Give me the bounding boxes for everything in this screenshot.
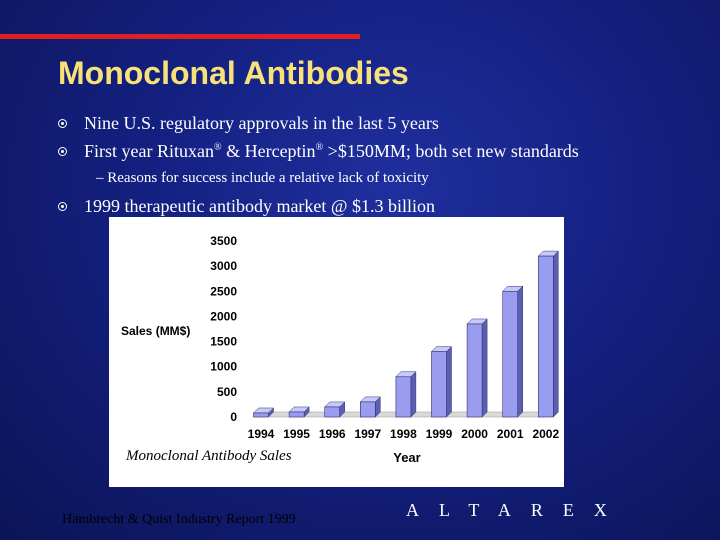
x-tick-label: 1995 [283,427,310,441]
sub-bullet-text: – Reasons for success include a relative… [96,170,429,186]
bar-side [517,285,523,418]
y-tick-label: 1000 [210,360,237,374]
x-tick-label: 1999 [426,427,453,441]
y-tick-label: 1500 [210,335,237,349]
x-tick-label: 1994 [248,427,275,441]
y-tick-label: 0 [230,410,237,424]
bar [466,323,483,418]
y-tick-label: 3000 [210,259,237,273]
bullet-icon [58,119,67,128]
bar [324,406,340,418]
bar [288,411,305,418]
bullet-text: Nine U.S. regulatory approvals in the la… [84,113,439,133]
accent-bar [0,34,360,39]
x-tick-label: 2002 [532,427,559,441]
y-tick-label: 2500 [210,284,237,298]
chart-panel: 0 500 1000 1500 2000 2500 3000 3500 Sales (MM$) 1… [109,217,564,487]
sales-bar-chart: 0 500 1000 1500 2000 2500 3000 3500 Sales (MM$) 1… [121,234,559,465]
x-axis-label: Year [393,450,420,465]
bar-side [553,250,559,418]
bar [253,412,269,418]
bar [360,401,376,418]
brand-wordmark: ALTAREX [406,500,627,520]
y-tick-label: 2000 [210,309,237,323]
y-tick-label: 3500 [210,234,237,248]
bar [431,351,447,418]
bar-side [410,371,417,418]
x-tick-label: 1996 [319,427,346,441]
y-tick-label: 500 [217,385,237,399]
bar [537,255,554,418]
slide-title: Monoclonal Antibodies [58,55,409,91]
bullet-icon [58,202,67,211]
bullet-icon [58,147,67,156]
bar-side [481,318,488,418]
x-tick-label: 1997 [354,427,381,441]
bar [395,376,412,418]
source-citation: Hambrecht & Quist Industry Report 1999 [62,512,296,527]
y-axis-label: Sales (MM$) [121,324,190,338]
x-tick-label: 2001 [497,427,524,441]
bullet-text: 1999 therapeutic antibody market @ $1.3 … [84,196,435,216]
bar [502,290,519,418]
x-tick-label: 1998 [390,427,417,441]
chart-caption: Monoclonal Antibody Sales [126,448,292,464]
x-tick-label: 2000 [461,427,488,441]
bullet-text: First year Rituxan® & Herceptin® >$150MM… [84,141,579,161]
bar-side [446,346,452,418]
